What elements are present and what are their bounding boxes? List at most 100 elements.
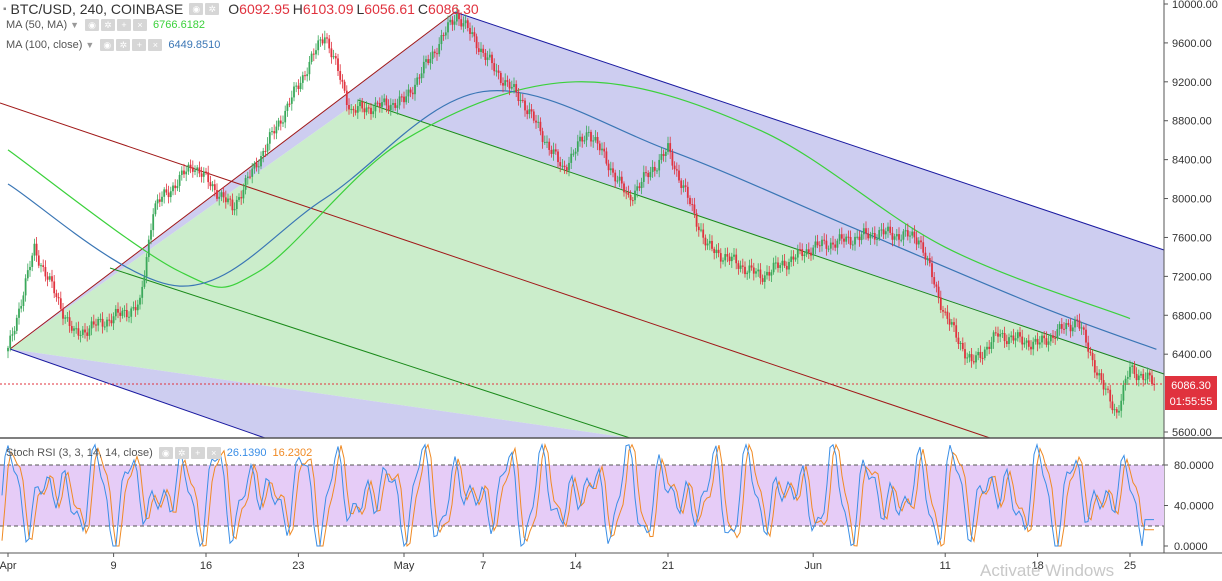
candle-body [750,265,753,268]
candle-body [733,254,735,257]
candle-body [524,100,526,111]
candle-body [174,185,177,189]
candle-body [763,275,766,282]
candle-body [700,229,702,231]
candle-body [878,230,881,239]
candle-body [1089,351,1092,353]
pitchfork-handle-line[interactable] [9,11,456,350]
candle-body [284,110,287,123]
candle-body [1129,366,1131,378]
pitchfork-upper-line[interactable] [454,11,1165,251]
candle-body [513,84,515,87]
candle-body [893,236,896,240]
candle-body [845,236,848,242]
add-icon[interactable]: + [117,19,132,31]
candle-body [862,228,865,235]
candle-body [143,276,146,287]
candle-body [933,277,936,285]
gear-icon[interactable]: ✲ [116,39,131,51]
price-tick-label: 8400.00 [1172,155,1212,167]
candle-body [552,149,555,154]
eye-icon[interactable]: ◉ [100,39,115,51]
pitchfork-lower-line[interactable] [9,348,266,439]
candle-body [95,324,97,326]
candle-body [871,233,874,235]
close-icon[interactable]: × [133,19,148,31]
pitchfork-median-line[interactable] [0,102,991,439]
ma50-legend[interactable]: MA (50, MA) ▼ ◉ ✲ + × 6766.6182 [0,18,205,32]
candle-body [299,82,302,90]
candle-body [1034,338,1037,342]
gear-icon[interactable]: ✲ [205,3,220,15]
close-icon[interactable]: × [206,447,221,459]
candle-body [51,276,53,282]
close-icon[interactable]: × [148,39,163,51]
candle-body [77,328,80,336]
candle-body [427,59,430,64]
candle-body [392,102,394,105]
candle-body [330,48,333,58]
price-tick-label: 7200.00 [1172,271,1212,283]
candle-body [618,176,621,181]
ma100-line[interactable] [7,89,1157,350]
pitchfork-green-upper-line[interactable] [357,99,1165,375]
candle-body [801,249,804,257]
candle-body [451,19,454,25]
candle-body [1148,372,1151,376]
candle-body [33,243,36,256]
candle-body [942,309,944,312]
stoch-k-line[interactable] [1,442,1154,548]
candle-body [145,257,148,277]
add-icon[interactable]: + [132,39,147,51]
candle-body [805,249,808,255]
candle-body [902,231,905,240]
candle-body [169,191,172,198]
candle-body [1115,409,1118,413]
candle-body [26,270,29,279]
symbol-label[interactable]: BTC/USD, 240, COINBASE [10,1,184,17]
candle-body [1067,323,1070,325]
candle-body [581,136,584,142]
pitchfork-green-lower-line[interactable] [109,267,631,439]
candle-body [818,245,821,247]
eye-icon[interactable]: ◉ [85,19,100,31]
candle-body [521,99,524,101]
candle-body [1074,319,1076,328]
candle-body [475,36,478,49]
candle-body [224,197,227,203]
candle-body [836,240,839,248]
activate-windows-watermark: Activate Windows [980,561,1115,580]
candle-body [970,354,973,362]
eye-icon[interactable]: ◉ [189,3,204,15]
candle-body [348,104,350,110]
candle-body [229,198,232,200]
candle-body [433,51,436,54]
candle-body [123,309,126,311]
ma100-legend[interactable]: MA (100, close) ▼ ◉ ✲ + × 6449.8510 [0,38,220,52]
candle-body [486,57,489,60]
candle-body [898,234,900,240]
candle-body [310,53,313,62]
eye-icon[interactable]: ◉ [158,447,173,459]
gear-icon[interactable]: ✲ [101,19,116,31]
candle-body [73,328,75,331]
chevron-down-icon[interactable]: ▼ [70,20,80,30]
candle-body [684,185,687,187]
candle-body [200,173,203,177]
chevron-down-icon[interactable]: ▼ [85,40,95,50]
gear-icon[interactable]: ✲ [174,447,189,459]
candle-body [616,180,619,182]
candle-body [605,151,608,164]
add-icon[interactable]: + [190,447,205,459]
candle-body [858,236,861,241]
price-tick-label: 6800.00 [1172,310,1212,322]
candle-body [816,241,819,246]
collapse-icon[interactable]: ▪ [3,3,7,15]
stoch-rsi-legend[interactable]: Stoch RSI (3, 3, 14, 14, close) ◉ ✲ + × … [0,446,312,460]
candle-body [425,59,427,62]
candle-body [994,332,997,334]
candle-body [884,231,887,235]
stoch-d-line[interactable] [1,442,1154,548]
candle-body [944,311,947,313]
